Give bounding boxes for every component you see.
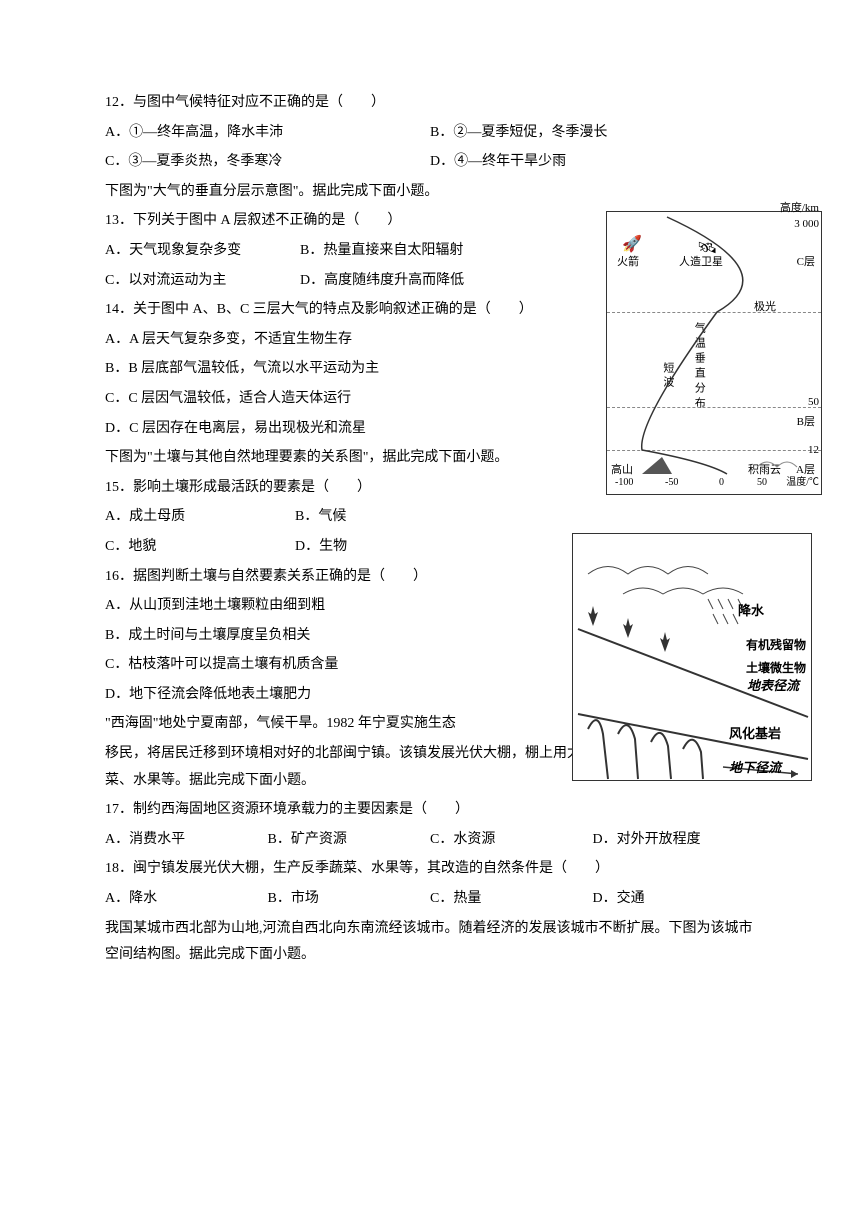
intro-19: 我国某城市西北部为山地,河流自西北向东南流经该城市。随着经济的发展该城市不断扩展…: [105, 916, 755, 969]
q12-options-row2: C．③—夏季炎热，冬季寒冷 D．④—终年干旱少雨: [105, 149, 755, 176]
question-18: 18．闽宁镇发展光伏大棚，生产反季蔬菜、水果等，其改造的自然条件是（ ）: [105, 856, 755, 883]
q18-option-c: C．热量: [430, 886, 593, 913]
soil-figure: 降水 有机残留物 土壤微生物 地表径流 风化基岩 地下径流: [572, 533, 812, 781]
soil-underground-runoff-label: 地下径流: [729, 756, 781, 781]
q13-option-b: B．热量直接来自太阳辐射: [300, 238, 495, 265]
q15-options-row2: C．地貌 D．生物: [105, 534, 485, 561]
question-17: 17．制约西海固地区资源环境承载力的主要因素是（ ）: [105, 797, 755, 824]
q18-option-a: A．降水: [105, 886, 268, 913]
intro-13-14: 下图为"大气的垂直分层示意图"。据此完成下面小题。: [105, 179, 755, 206]
q17-option-d: D．对外开放程度: [593, 827, 756, 854]
q18-option-b: B．市场: [268, 886, 431, 913]
q12-option-c: C．③—夏季炎热，冬季寒冷: [105, 149, 430, 176]
soil-precipitation-label: 降水: [738, 599, 764, 624]
question-13: 13．下列关于图中 A 层叙述不正确的是（ ）: [105, 208, 495, 235]
atmos-xtick-1: -50: [665, 473, 678, 492]
q13-option-d: D．高度随纬度升高而降低: [300, 268, 495, 295]
question-15: 15．影响土壤形成最活跃的要素是（ ）: [105, 475, 485, 502]
intro-17-18a: "西海固"地处宁夏南部，气候干旱。1982 年宁夏实施生态: [105, 711, 485, 738]
q15-options-row1: A．成土母质 B．气候: [105, 504, 485, 531]
soil-surface-runoff-label: 地表径流: [747, 674, 799, 699]
q17-option-b: B．矿产资源: [268, 827, 431, 854]
q17-option-a: A．消费水平: [105, 827, 268, 854]
q18-options: A．降水 B．市场 C．热量 D．交通: [105, 886, 755, 913]
soil-organic-label: 有机残留物 土壤微生物: [746, 634, 806, 680]
atmos-xtick-0: -100: [615, 473, 633, 492]
soil-weathered-bedrock-label: 风化基岩: [729, 722, 781, 747]
q15-option-b: B．气候: [295, 504, 485, 531]
q15-option-d: D．生物: [295, 534, 485, 561]
q16-option-d: D．地下径流会降低地表土壤肥力: [105, 682, 485, 709]
atmos-xtick-2: 0: [719, 473, 724, 492]
q18-option-d: D．交通: [593, 886, 756, 913]
q16-option-a: A．从山顶到洼地土壤颗粒由细到粗: [105, 593, 485, 620]
question-12: 12．与图中气候特征对应不正确的是（ ）: [105, 90, 755, 117]
q15-option-a: A．成土母质: [105, 504, 295, 531]
q16-option-b: B．成土时间与土壤厚度呈负相关: [105, 623, 485, 650]
q12-options-row1: A．①—终年高温，降水丰沛 B．②—夏季短促，冬季漫长: [105, 120, 755, 147]
q12-option-b: B．②—夏季短促，冬季漫长: [430, 120, 755, 147]
q17-option-c: C．水资源: [430, 827, 593, 854]
q13-options-row2: C．以对流运动为主 D．高度随纬度升高而降低: [105, 268, 495, 295]
q13-options-row1: A．天气现象复杂多变 B．热量直接来自太阳辐射: [105, 238, 495, 265]
atmosphere-figure: 高度/km 3 000 🚀 火箭 🛰 人造卫星 C层 极光 气温垂直分布 短波 …: [606, 211, 822, 495]
atmos-xtick-3: 50: [757, 473, 767, 492]
q15-option-c: C．地貌: [105, 534, 295, 561]
q13-option-a: A．天气现象复杂多变: [105, 238, 300, 265]
q12-option-d: D．④—终年干旱少雨: [430, 149, 755, 176]
q13-option-c: C．以对流运动为主: [105, 268, 300, 295]
q12-option-a: A．①—终年高温，降水丰沛: [105, 120, 430, 147]
atmos-curve: [607, 212, 823, 477]
atmos-xlabel: 温度/℃: [786, 473, 819, 492]
question-16: 16．据图判断土壤与自然要素关系正确的是（ ）: [105, 564, 485, 591]
q17-options: A．消费水平 B．矿产资源 C．水资源 D．对外开放程度: [105, 827, 755, 854]
q16-option-c: C．枯枝落叶可以提高土壤有机质含量: [105, 652, 485, 679]
